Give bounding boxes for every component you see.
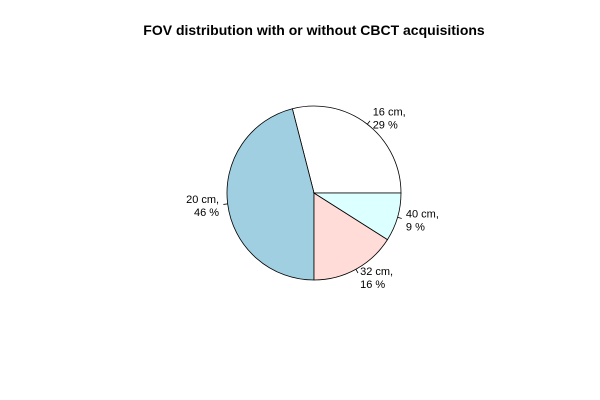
pie-labels: 16 cm,29 % 20 cm,46 % 32 cm,16 % 40 cm,9 % xyxy=(186,106,439,291)
pie-label-3-line-1: 40 cm, xyxy=(406,209,439,221)
pie-slice-0 xyxy=(291,105,402,194)
pie-slice-1 xyxy=(226,108,315,281)
pie-label-2-line-2: 16 % xyxy=(360,279,385,291)
pie-slice-3 xyxy=(312,192,402,241)
pie-label-0-line-2: 29 % xyxy=(373,119,398,131)
pie-slices xyxy=(226,105,402,281)
pie-tick-3 xyxy=(397,216,402,219)
pie-label-3-line-2: 9 % xyxy=(406,222,425,234)
pie-tick-1 xyxy=(223,203,228,205)
pie-tick-2 xyxy=(355,269,359,274)
pie-label-1-line-1: 20 cm, xyxy=(186,194,219,206)
chart-title: FOV distribution with or without CBCT ac… xyxy=(143,22,485,38)
pie-label-0-line-1: 16 cm, xyxy=(373,106,406,118)
pie-label-2-line-1: 32 cm, xyxy=(360,266,393,278)
pie-label-1-line-2: 46 % xyxy=(194,207,219,219)
pie-tick-0 xyxy=(367,120,371,125)
